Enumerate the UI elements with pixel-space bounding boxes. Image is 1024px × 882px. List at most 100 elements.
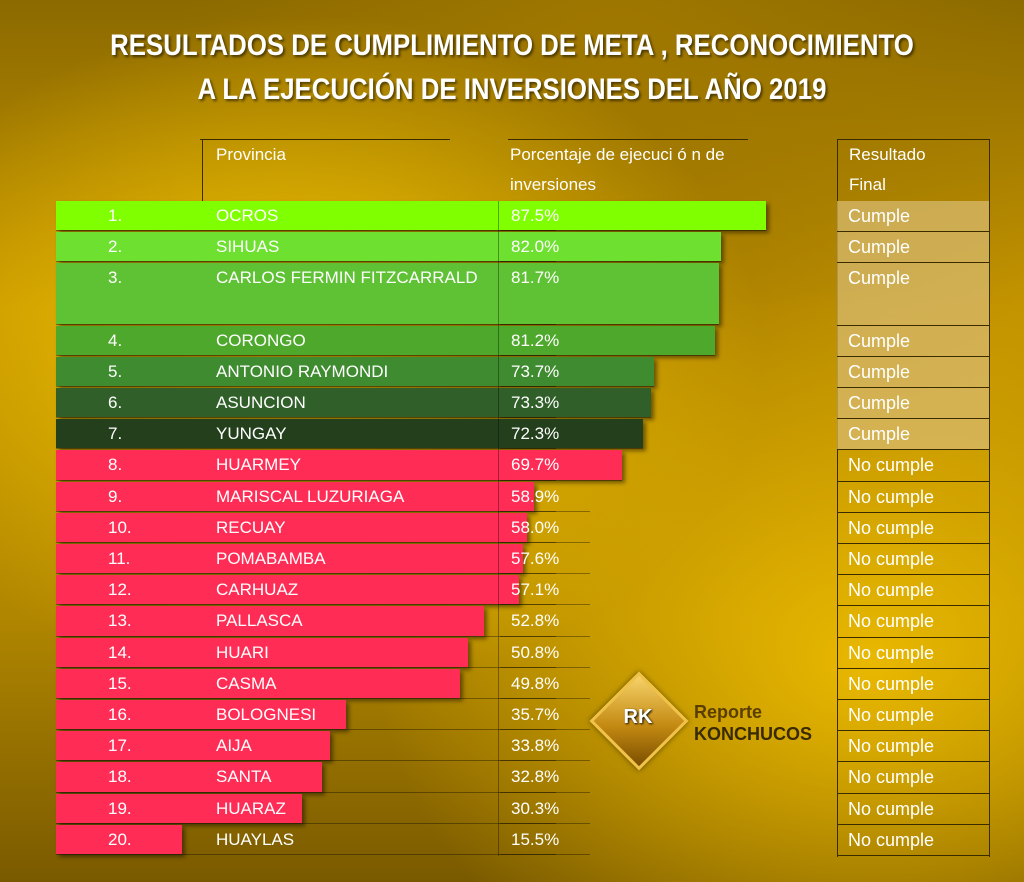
value-label-9: 58.9% <box>511 486 560 506</box>
rank-cell-5: 5. <box>108 361 123 381</box>
rank-cell-16: 16. <box>108 705 132 724</box>
row-sep-right-15 <box>500 698 590 699</box>
rank-cell-20: 20. <box>108 829 132 849</box>
resultado-border-9 <box>837 511 989 513</box>
bar-5 <box>56 356 655 386</box>
row-sep-left-8 <box>56 479 556 481</box>
title-line-2: A LA EJECUCIÓN DE INVERSIONES DEL AÑO 20… <box>197 73 827 106</box>
bar-18 <box>56 762 323 792</box>
row-sep-right-2 <box>500 261 722 263</box>
resultado-cell-11: No cumple <box>837 544 989 576</box>
rank-cell-3: 3. <box>108 268 123 288</box>
bar-7 <box>56 419 643 449</box>
provincia-cell-3: CARLOS FERMIN FITZCARRALD <box>216 268 478 288</box>
resultado-cell-6: Cumple <box>837 388 989 420</box>
value-label-8: 69.7% <box>511 455 560 475</box>
resultado-border-7 <box>837 449 989 451</box>
header-resultado-line-1: Resultado <box>849 145 926 164</box>
provincia-cell-6: ASUNCION <box>216 393 306 412</box>
row-sep-right-17 <box>500 760 590 762</box>
resultado-border-1 <box>837 231 989 233</box>
resultado-border-12 <box>837 605 989 607</box>
resultado-label-7: Cumple <box>848 424 911 445</box>
provincia-cell-4: CORONGO <box>216 330 306 350</box>
value-label-4: 81.2% <box>511 330 560 350</box>
row-sep-right-9 <box>500 510 590 512</box>
resultado-label-13: No cumple <box>848 611 935 632</box>
resultado-cell-8: No cumple <box>837 450 989 482</box>
resultado-column-left-border <box>837 139 838 857</box>
row-sep-left-12 <box>56 604 556 606</box>
resultado-border-8 <box>837 480 989 482</box>
value-label-2: 82.0% <box>511 237 560 257</box>
row-sep-right-20 <box>500 854 590 855</box>
resultado-cell-1: Cumple <box>837 201 989 233</box>
row-sep-right-11 <box>500 573 590 575</box>
row-sep-left-14 <box>56 666 556 668</box>
provincia-cell-1: OCROS <box>216 206 279 225</box>
rank-cell-19: 19. <box>108 798 132 818</box>
resultado-border-18 <box>837 792 989 794</box>
provincia-cell-8: HUARMEY <box>216 455 302 475</box>
resultado-border-13 <box>837 636 989 638</box>
value-label-12: 57.1% <box>511 580 560 600</box>
resultado-cell-20: No cumple <box>837 825 989 856</box>
bar-16 <box>56 700 346 730</box>
row-sep-right-1 <box>500 230 766 232</box>
resultado-cell-14: No cumple <box>837 638 989 669</box>
row-sep-left-2 <box>56 261 556 263</box>
resultado-cell-19: No cumple <box>837 794 989 825</box>
value-label-14: 50.8% <box>511 642 560 662</box>
bar-8 <box>56 450 622 480</box>
resultado-label-19: No cumple <box>848 798 935 819</box>
rank-cell-12: 12. <box>108 580 132 600</box>
row-sep-left-7 <box>56 448 556 450</box>
value-label-19: 30.3% <box>511 798 560 818</box>
row-sep-right-6 <box>500 417 651 419</box>
provincia-cell-7: YUNGAY <box>216 424 287 444</box>
rank-cell-17: 17. <box>108 736 132 756</box>
resultado-cell-17: No cumple <box>837 731 989 763</box>
row-sep-right-8 <box>500 479 622 481</box>
provincia-cell-5: ANTONIO RAYMONDI <box>216 361 389 381</box>
value-label-10: 58.0% <box>511 517 560 537</box>
provincia-cell-10: RECUAY <box>216 517 286 537</box>
header-porcentaje-line-2: inversiones <box>510 175 596 194</box>
row-sep-left-3 <box>56 323 556 325</box>
resultado-label-15: No cumple <box>848 673 935 694</box>
value-label-20: 15.5% <box>511 829 560 849</box>
provincia-cell-18: SANTA <box>216 767 272 787</box>
row-sep-left-16 <box>56 729 556 731</box>
bar-9 <box>56 481 534 511</box>
resultado-border-19 <box>837 823 989 825</box>
header-top-rule-provincia <box>200 139 450 140</box>
bar-13 <box>56 606 485 636</box>
rank-cell-4: 4. <box>108 330 123 350</box>
rank-cell-14: 14. <box>108 642 132 662</box>
resultado-border-3 <box>837 324 989 326</box>
resultado-cell-4: Cumple <box>837 325 989 357</box>
resultado-label-18: No cumple <box>848 767 935 788</box>
resultado-cell-5: Cumple <box>837 356 989 388</box>
logo-text-line-1: Reporte <box>694 702 763 722</box>
resultado-label-16: No cumple <box>848 705 935 725</box>
row-sep-right-10 <box>500 542 590 543</box>
value-label-18: 32.8% <box>511 767 560 787</box>
resultado-label-20: No cumple <box>848 829 935 850</box>
provincia-cell-19: HUARAZ <box>216 798 286 818</box>
resultado-border-14 <box>837 667 989 669</box>
rank-cell-9: 9. <box>108 486 123 506</box>
logo-text-line-2: KONCHUCOS <box>694 724 813 744</box>
row-sep-left-11 <box>56 573 556 575</box>
resultado-border-15 <box>837 698 989 700</box>
resultado-border-5 <box>837 386 989 388</box>
resultado-border-17 <box>837 761 989 763</box>
row-sep-right-14 <box>500 666 590 668</box>
resultado-border-10 <box>837 542 989 544</box>
rank-cell-15: 15. <box>108 673 132 693</box>
header-porcentaje-line-1: Porcentaje de ejecuci ó n de <box>510 145 725 164</box>
title-line-1: RESULTADOS DE CUMPLIMIENTO DE META , REC… <box>110 29 914 62</box>
resultado-label-2: Cumple <box>848 237 911 258</box>
resultado-label-17: No cumple <box>848 736 935 757</box>
provincia-cell-17: AIJA <box>216 736 252 756</box>
